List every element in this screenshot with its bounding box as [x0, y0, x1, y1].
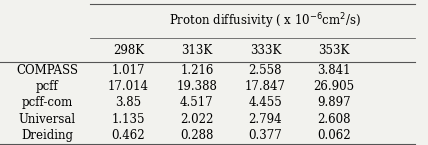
- Text: 1.017: 1.017: [112, 64, 145, 77]
- Text: 0.062: 0.062: [317, 129, 351, 142]
- Text: 0.462: 0.462: [112, 129, 145, 142]
- Text: 0.377: 0.377: [249, 129, 282, 142]
- Text: Dreiding: Dreiding: [21, 129, 73, 142]
- Text: Universal: Universal: [18, 113, 76, 126]
- Text: 17.014: 17.014: [108, 80, 149, 93]
- Text: 19.388: 19.388: [176, 80, 217, 93]
- Text: 1.216: 1.216: [180, 64, 214, 77]
- Text: pcff-com: pcff-com: [21, 96, 73, 109]
- Text: pcff: pcff: [36, 80, 59, 93]
- Text: 0.288: 0.288: [180, 129, 214, 142]
- Text: 3.85: 3.85: [115, 96, 142, 109]
- Text: 353K: 353K: [318, 44, 350, 57]
- Text: 1.135: 1.135: [112, 113, 145, 126]
- Text: 4.517: 4.517: [180, 96, 214, 109]
- Text: 2.608: 2.608: [317, 113, 351, 126]
- Text: 2.794: 2.794: [249, 113, 282, 126]
- Text: 313K: 313K: [181, 44, 213, 57]
- Text: 333K: 333K: [250, 44, 281, 57]
- Text: 17.847: 17.847: [245, 80, 286, 93]
- Text: 4.455: 4.455: [249, 96, 282, 109]
- Text: 26.905: 26.905: [313, 80, 354, 93]
- Text: Proton diffusivity ( x 10$^{-6}$cm$^{2}$/s): Proton diffusivity ( x 10$^{-6}$cm$^{2}$…: [169, 11, 361, 31]
- Text: 3.841: 3.841: [317, 64, 351, 77]
- Text: 9.897: 9.897: [317, 96, 351, 109]
- Text: 2.558: 2.558: [249, 64, 282, 77]
- Text: 298K: 298K: [113, 44, 144, 57]
- Text: 2.022: 2.022: [180, 113, 214, 126]
- Text: COMPASS: COMPASS: [16, 64, 78, 77]
